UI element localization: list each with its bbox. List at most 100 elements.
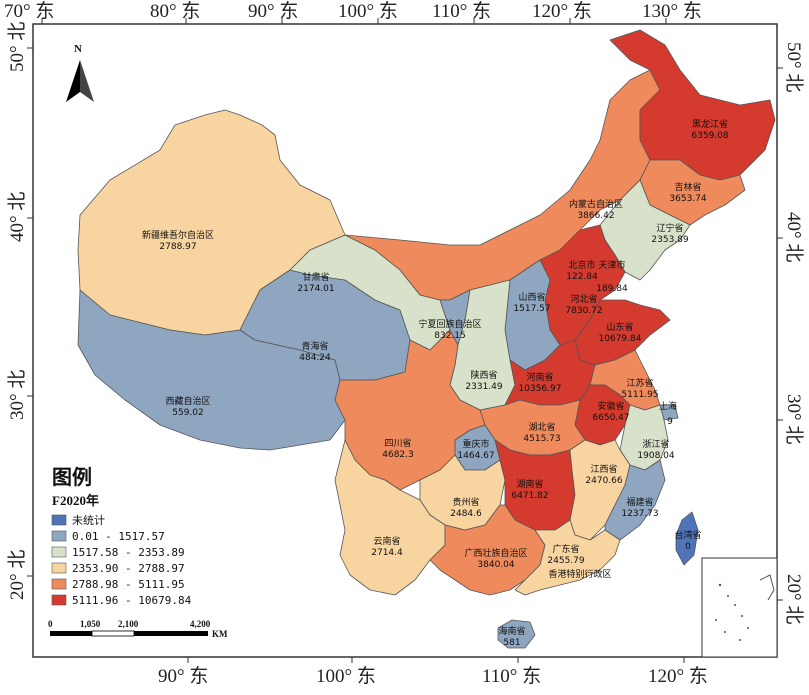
left-tick-label: 30° 北 [6, 370, 28, 420]
province-name-label: 天津市 [598, 259, 625, 271]
province-name-label: 河北省 [570, 293, 597, 305]
region-hainan [497, 619, 536, 649]
top-axis: 70° 东 80° 东 90° 东 100° 东 110° 东 120° 东 1… [4, 0, 702, 24]
province-name-label: 湖南省 [516, 478, 543, 490]
province-name-label: 陕西省 [470, 369, 497, 381]
province-name-label: 内蒙古自治区 [569, 198, 623, 210]
province-name-label: 上海 [659, 400, 677, 412]
province-value-label: 559.02 [172, 408, 204, 418]
province-name-label: 吉林省 [674, 181, 701, 193]
north-label: N [74, 43, 82, 55]
province-value-label: 9 [667, 417, 673, 427]
left-tick-label: 20° 北 [6, 550, 28, 600]
right-tick-label: 50° 北 [783, 42, 805, 92]
province-value-label: 6650.47 [592, 413, 629, 423]
province-name-label: 宁夏回族自治区 [418, 318, 481, 330]
province-name-label: 新疆维吾尔自治区 [142, 229, 214, 241]
province-name-label: 浙江省 [642, 438, 669, 450]
province-value-label: 5111.95 [621, 390, 658, 400]
top-tick-label: 100° 东 [338, 0, 398, 22]
province-name-label: 青海省 [301, 340, 328, 352]
legend-item-label: 未统计 [72, 514, 105, 527]
province-value-label: 2353.89 [651, 235, 688, 245]
scale-tick: 2,100 [118, 619, 139, 629]
province-name-label: 台湾省 [674, 529, 701, 541]
province-name-label: 甘肃省 [302, 271, 329, 283]
province-value-label: 4682.3 [382, 450, 414, 460]
region-guangdong [514, 519, 621, 596]
legend-subtitle: F2020年 [52, 493, 99, 508]
province-value-label: 4515.73 [523, 434, 560, 444]
province-name-label: 四川省 [384, 437, 411, 449]
province-value-label: 7830.72 [565, 306, 602, 316]
province-value-label: 1517.57 [513, 304, 550, 314]
province-name-label: 河南省 [526, 371, 553, 383]
right-tick-label: 30° 北 [783, 394, 805, 444]
top-tick-label: 110° 东 [432, 0, 491, 22]
province-name-label: 山西省 [518, 291, 545, 303]
top-tick-label: 90° 东 [248, 0, 298, 22]
province-name-label: 海南省 [498, 625, 525, 637]
province-value-label: 0 [685, 542, 691, 552]
province-name-label: 云南省 [373, 535, 400, 547]
province-value-label: 3866.42 [577, 211, 614, 221]
north-arrow: N [66, 43, 94, 102]
province-value-label: 10356.97 [519, 384, 562, 394]
province-value-label: 2714.4 [371, 548, 403, 558]
province-value-label: 2174.01 [297, 284, 334, 294]
province-name-label: 福建省 [626, 496, 653, 508]
province-name-label: 江苏省 [626, 377, 653, 389]
top-tick-label: 80° 东 [150, 0, 200, 22]
bottom-tick-label: 120° 东 [648, 665, 708, 687]
scale-tick: 4,200 [190, 619, 211, 629]
legend-swatch [51, 594, 67, 606]
right-axis: 50° 北 40° 北 30° 北 20° 北 [777, 42, 805, 624]
legend-item-label: 0.01 - 1517.57 [72, 530, 165, 543]
province-value-label: 6471.82 [511, 491, 548, 501]
legend: 图例 F2020年 未统计 0.01 - 1517.57 1517.58 - 235… [51, 465, 192, 607]
province-value-label: 2788.97 [159, 242, 196, 252]
province-name-label: 山东省 [606, 321, 633, 333]
legend-title: 图例 [52, 465, 92, 489]
legend-swatch [51, 562, 67, 574]
legend-swatch [51, 514, 67, 526]
left-tick-label: 50° 北 [6, 22, 28, 72]
province-name-label: 西藏自治区 [165, 395, 210, 407]
province-value-label: 2470.66 [585, 476, 622, 486]
province-name-label: 江西省 [590, 463, 617, 475]
province-value-label: 832.15 [434, 331, 466, 341]
province-name-label: 香港特别行政区 [548, 568, 611, 580]
bottom-tick-label: 90° 东 [158, 665, 208, 687]
legend-item-label: 5111.96 - 10679.84 [72, 594, 192, 607]
legend-item-label: 2353.90 - 2788.97 [72, 562, 185, 575]
right-tick-label: 40° 北 [783, 212, 805, 262]
region-taiwan [675, 511, 699, 566]
province-name-label: 辽宁省 [656, 222, 683, 234]
province-value-label: 3840.04 [477, 560, 514, 570]
province-name-label: 贵州省 [452, 496, 479, 508]
legend-swatch [51, 530, 67, 542]
inset-islands [715, 574, 775, 641]
right-tick-label: 20° 北 [783, 574, 805, 624]
bottom-tick-label: 110° 东 [482, 665, 541, 687]
bottom-axis: 90° 东 100° 东 110° 东 120° 东 [158, 657, 708, 687]
scale-tick: 0 [48, 619, 53, 629]
province-value-label: 2455.79 [547, 556, 584, 566]
province-value-label: 1908.04 [637, 451, 674, 461]
bottom-tick-label: 100° 东 [316, 665, 376, 687]
province-value-label: 2484.6 [450, 509, 482, 519]
top-tick-label: 70° 东 [4, 0, 54, 22]
scale-tick: 1,050 [80, 619, 101, 629]
province-value-label: 3653.74 [669, 194, 706, 204]
top-tick-label: 130° 东 [642, 0, 702, 22]
province-value-label: 2331.49 [465, 382, 502, 392]
province-value-label: 122.84 [566, 272, 598, 282]
left-axis: 50° 北 40° 北 30° 北 20° 北 [6, 22, 33, 600]
province-value-label: 189.84 [596, 284, 628, 294]
province-value-label: 6359.08 [691, 131, 728, 141]
province-name-label: 湖北省 [528, 421, 555, 433]
left-tick-label: 40° 北 [6, 192, 28, 242]
province-value-label: 484.24 [299, 353, 331, 363]
